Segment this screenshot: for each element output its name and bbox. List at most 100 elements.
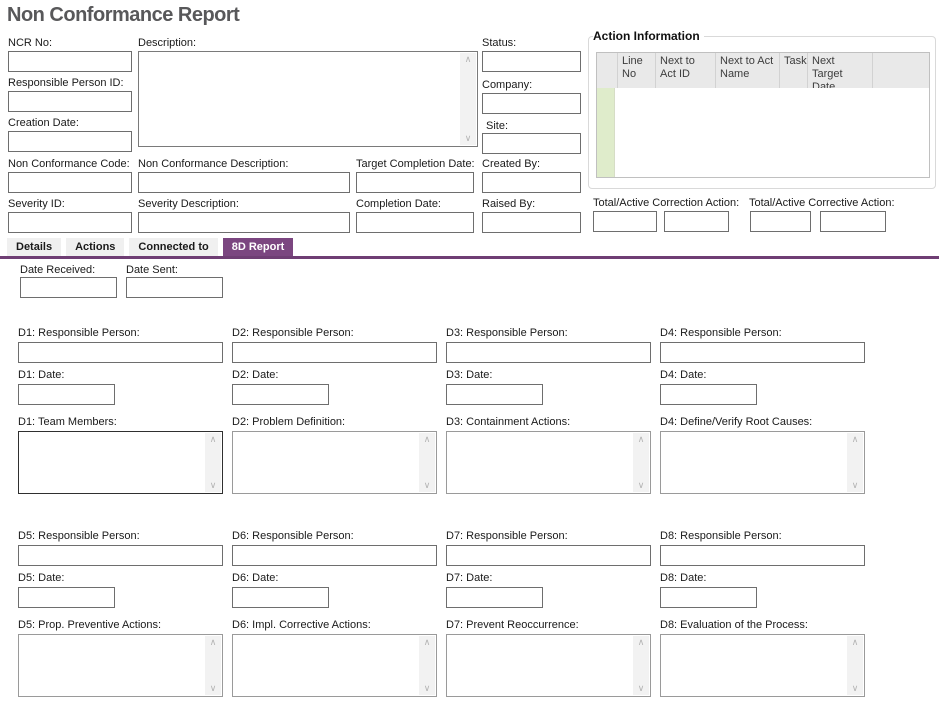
scroll-down-icon[interactable]: ∨ xyxy=(464,133,472,143)
scroll-down-icon[interactable]: ∨ xyxy=(637,683,645,693)
tab-actions[interactable]: Actions xyxy=(66,238,125,257)
action-grid-col-line-no[interactable]: Line No xyxy=(617,53,655,88)
responsible-person-id-input[interactable] xyxy=(8,91,132,112)
scroll-up-icon[interactable]: ∧ xyxy=(851,434,859,444)
d3-responsible-person-input[interactable] xyxy=(446,342,651,363)
action-grid-col-task[interactable]: Task xyxy=(779,53,807,88)
d6-date-input[interactable] xyxy=(232,587,329,608)
d6-responsible-person-input[interactable] xyxy=(232,545,437,566)
severity-description-input[interactable] xyxy=(138,212,350,233)
scroll-down-icon[interactable]: ∨ xyxy=(209,480,217,490)
scroll-down-icon[interactable]: ∨ xyxy=(851,480,859,490)
scrollbar[interactable]: ∧ ∨ xyxy=(205,433,221,492)
severity-id-label: Severity ID: xyxy=(8,198,65,210)
d2-responsible-person-input[interactable] xyxy=(232,342,437,363)
action-grid-row-selector-strip[interactable] xyxy=(597,88,615,177)
non-conformance-code-input[interactable] xyxy=(8,172,132,193)
ncr-no-input[interactable] xyxy=(8,51,132,72)
non-conformance-description-label: Non Conformance Description: xyxy=(138,158,289,170)
scroll-up-icon[interactable]: ∧ xyxy=(209,637,217,647)
scroll-down-icon[interactable]: ∨ xyxy=(637,480,645,490)
scrollbar[interactable]: ∧ ∨ xyxy=(460,53,476,145)
scroll-up-icon[interactable]: ∧ xyxy=(637,434,645,444)
d7-date-label: D7: Date: xyxy=(446,572,493,584)
action-grid-col-next-target-date[interactable]: Next Target Date xyxy=(807,53,872,88)
d4-root-causes-textarea[interactable]: ∧ ∨ xyxy=(660,431,865,494)
action-grid-col-next-to-act-id[interactable]: Next to Act ID xyxy=(655,53,715,88)
scrollbar[interactable]: ∧ ∨ xyxy=(633,433,649,492)
action-grid-selector-header[interactable] xyxy=(597,53,617,88)
scroll-down-icon[interactable]: ∨ xyxy=(423,480,431,490)
corrective-active-input[interactable] xyxy=(820,211,886,232)
scroll-down-icon[interactable]: ∨ xyxy=(209,683,217,693)
d1-team-members-label: D1: Team Members: xyxy=(18,416,117,428)
scrollbar[interactable]: ∧ ∨ xyxy=(205,636,221,695)
correction-active-input[interactable] xyxy=(664,211,729,232)
d8-evaluation-textarea[interactable]: ∧ ∨ xyxy=(660,634,865,697)
scroll-down-icon[interactable]: ∨ xyxy=(851,683,859,693)
d5-responsible-person-label: D5: Responsible Person: xyxy=(18,530,140,542)
d8-date-input[interactable] xyxy=(660,587,757,608)
d3-date-input[interactable] xyxy=(446,384,543,405)
d3-containment-actions-textarea[interactable]: ∧ ∨ xyxy=(446,431,651,494)
non-conformance-description-input[interactable] xyxy=(138,172,350,193)
tab-connected-to[interactable]: Connected to xyxy=(129,238,218,257)
created-by-input[interactable] xyxy=(482,172,581,193)
d4-responsible-person-input[interactable] xyxy=(660,342,865,363)
completion-date-input[interactable] xyxy=(356,212,474,233)
site-input[interactable] xyxy=(482,133,581,154)
d3-responsible-person-label: D3: Responsible Person: xyxy=(446,327,568,339)
d4-date-input[interactable] xyxy=(660,384,757,405)
d5-section: D5: Responsible Person: D5: Date: D5: Pr… xyxy=(18,530,223,697)
scroll-up-icon[interactable]: ∧ xyxy=(209,434,217,444)
target-completion-date-input[interactable] xyxy=(356,172,474,193)
scrollbar[interactable]: ∧ ∨ xyxy=(633,636,649,695)
d1-responsible-person-input[interactable] xyxy=(18,342,223,363)
scroll-down-icon[interactable]: ∨ xyxy=(423,683,431,693)
d6-corrective-actions-textarea[interactable]: ∧ ∨ xyxy=(232,634,437,697)
d5-preventive-actions-textarea[interactable]: ∧ ∨ xyxy=(18,634,223,697)
scrollbar[interactable]: ∧ ∨ xyxy=(419,433,435,492)
d2-date-input[interactable] xyxy=(232,384,329,405)
date-sent-input[interactable] xyxy=(126,277,223,298)
d7-section: D7: Responsible Person: D7: Date: D7: Pr… xyxy=(446,530,651,697)
d2-problem-definition-textarea[interactable]: ∧ ∨ xyxy=(232,431,437,494)
d7-date-input[interactable] xyxy=(446,587,543,608)
d5-responsible-person-input[interactable] xyxy=(18,545,223,566)
company-input[interactable] xyxy=(482,93,581,114)
scroll-up-icon[interactable]: ∧ xyxy=(637,637,645,647)
d2-section: D2: Responsible Person: D2: Date: D2: Pr… xyxy=(232,327,437,494)
action-grid-body[interactable] xyxy=(597,88,929,177)
created-by-label: Created By: xyxy=(482,158,541,170)
tab-details[interactable]: Details xyxy=(7,238,62,257)
scroll-up-icon[interactable]: ∧ xyxy=(464,54,472,64)
tab-8d-report[interactable]: 8D Report xyxy=(222,238,294,257)
scrollbar[interactable]: ∧ ∨ xyxy=(419,636,435,695)
d8-responsible-person-input[interactable] xyxy=(660,545,865,566)
scroll-up-icon[interactable]: ∧ xyxy=(851,637,859,647)
description-textarea[interactable]: ∧ ∨ xyxy=(138,51,478,147)
d7-responsible-person-input[interactable] xyxy=(446,545,651,566)
d1-team-members-textarea[interactable]: ∧ ∨ xyxy=(18,431,223,494)
d3-containment-actions-label: D3: Containment Actions: xyxy=(446,416,571,428)
raised-by-input[interactable] xyxy=(482,212,581,233)
d2-date-label: D2: Date: xyxy=(232,369,279,381)
date-sent-label: Date Sent: xyxy=(126,264,178,276)
scroll-up-icon[interactable]: ∧ xyxy=(423,434,431,444)
date-received-label: Date Received: xyxy=(20,264,96,276)
scrollbar[interactable]: ∧ ∨ xyxy=(847,433,863,492)
corrective-total-input[interactable] xyxy=(750,211,811,232)
status-input[interactable] xyxy=(482,51,581,72)
scroll-up-icon[interactable]: ∧ xyxy=(423,637,431,647)
scrollbar[interactable]: ∧ ∨ xyxy=(847,636,863,695)
severity-id-input[interactable] xyxy=(8,212,132,233)
date-received-input[interactable] xyxy=(20,277,117,298)
d5-date-input[interactable] xyxy=(18,587,115,608)
raised-by-label: Raised By: xyxy=(482,198,536,210)
creation-date-input[interactable] xyxy=(8,131,132,152)
d7-prevent-reoccurrence-textarea[interactable]: ∧ ∨ xyxy=(446,634,651,697)
action-grid-col-next-to-act-name[interactable]: Next to Act Name xyxy=(715,53,779,88)
d1-date-input[interactable] xyxy=(18,384,115,405)
target-completion-date-label: Target Completion Date: xyxy=(356,158,475,170)
correction-total-input[interactable] xyxy=(593,211,657,232)
